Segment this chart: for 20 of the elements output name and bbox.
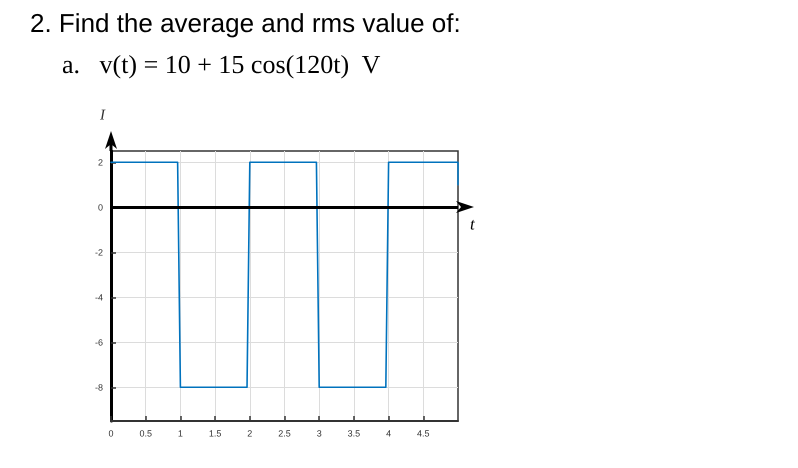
x-tick-label: 1 [178, 428, 183, 438]
x-tick-label: 0 [108, 428, 114, 438]
x-tick-label: 2 [247, 428, 252, 438]
y-tick-label: -6 [94, 337, 103, 348]
y-tick-label: -2 [94, 247, 103, 258]
x-tick-label: 4 [386, 428, 392, 438]
x-axis-title: t [470, 214, 476, 234]
x-tick-label: 3 [316, 428, 322, 438]
y-tick-label: -4 [94, 292, 103, 302]
y-tick-label: -8 [94, 382, 103, 392]
chart-title: 2. Find the average and rms value of: [30, 8, 461, 39]
y-tick-label: 2 [98, 157, 103, 168]
x-tick-label: 3.5 [348, 428, 360, 438]
x-tick-label: 4.5 [417, 428, 430, 438]
x-tick-label: 0.5 [139, 428, 152, 438]
x-tick-label: 2.5 [278, 428, 291, 438]
y-tick-label: 0 [98, 202, 103, 212]
x-tick-label: 1.5 [208, 428, 222, 438]
chart-subtitle: a. v(t) = 10 + 15 cos(120t) V [62, 50, 380, 80]
y-axis-title: I [99, 108, 106, 124]
